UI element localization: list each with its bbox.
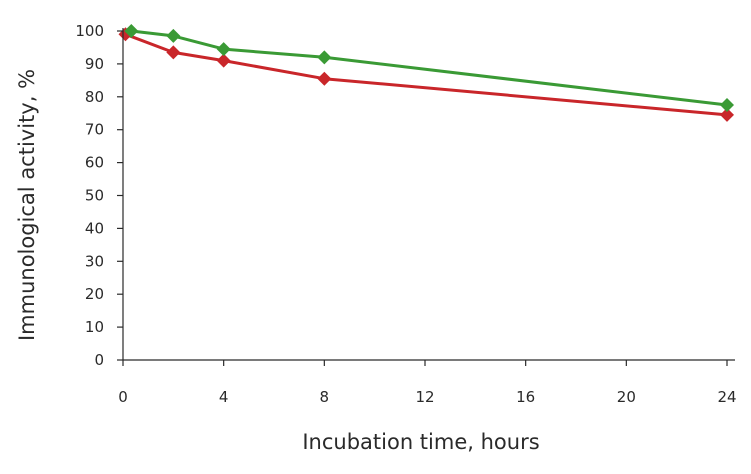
series-2-point [166, 45, 181, 60]
y-tick-label: 100 [75, 22, 104, 40]
series-2-point [317, 71, 332, 86]
y-tick-label: 50 [85, 187, 104, 205]
series-2-point [720, 107, 734, 122]
y-tick-label: 10 [85, 318, 104, 336]
y-axis-ticks: 0 10 20 30 40 50 60 70 80 90 100 [75, 22, 123, 369]
series-1-point [317, 50, 332, 65]
y-tick-label: 80 [85, 88, 104, 106]
x-tick-label: 8 [320, 388, 330, 406]
x-axis-ticks: 0 4 8 12 16 20 24 [118, 360, 737, 406]
x-tick-label: 0 [118, 388, 128, 406]
y-tick-label: 20 [85, 285, 104, 303]
y-tick-label: 90 [85, 55, 104, 73]
y-tick-label: 40 [85, 219, 104, 237]
y-tick-label: 70 [85, 121, 104, 139]
x-tick-label: 20 [617, 388, 636, 406]
series-2-point [216, 53, 231, 68]
series-1-line [131, 29, 728, 107]
series-1-point [216, 42, 231, 57]
x-axis-title: Incubation time, hours [302, 430, 539, 454]
y-axis-title: Immunological activity, % [15, 69, 39, 341]
x-tick-label: 16 [516, 388, 535, 406]
series-1-point [720, 98, 734, 113]
x-tick-label: 4 [219, 388, 229, 406]
plot-series [118, 24, 734, 122]
x-tick-label: 24 [717, 388, 736, 406]
y-tick-label: 0 [94, 351, 104, 369]
series-1-point [166, 28, 181, 43]
x-tick-label: 12 [415, 388, 434, 406]
series-1 [124, 24, 734, 113]
series-1-point [124, 24, 139, 38]
y-tick-label: 60 [85, 154, 104, 172]
series-2 [118, 27, 734, 122]
y-tick-label: 30 [85, 252, 104, 270]
